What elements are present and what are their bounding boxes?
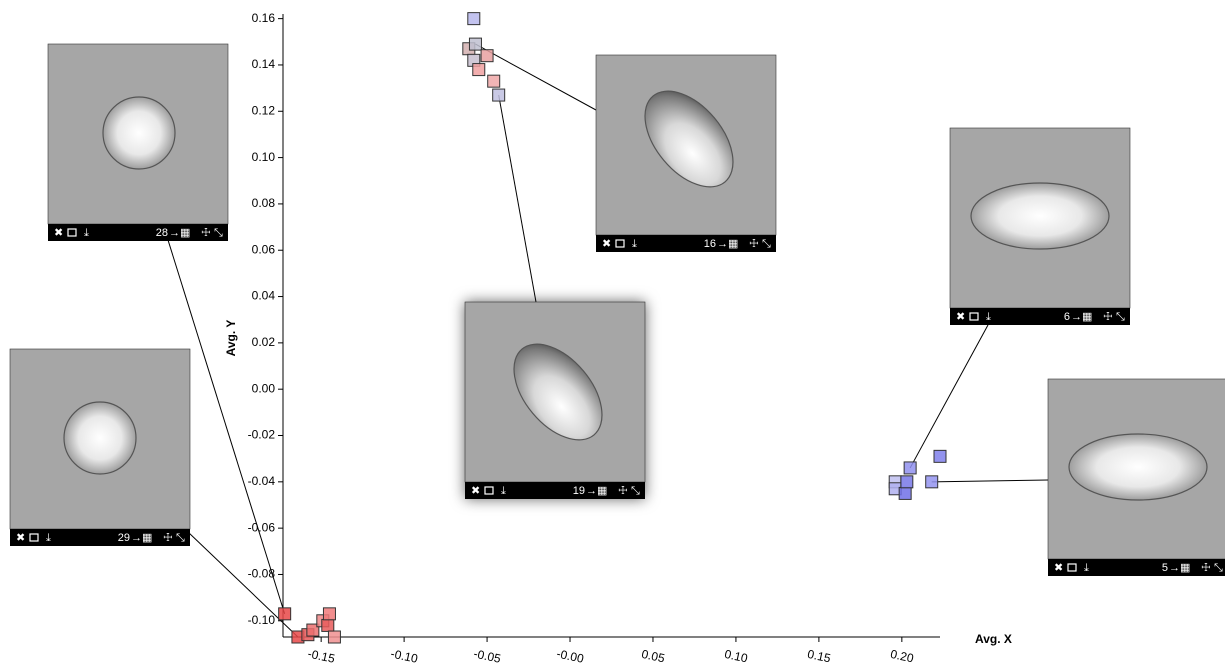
x-tick-label: 0.20	[889, 647, 915, 666]
close-icon[interactable]: ✖	[956, 311, 965, 323]
link-line	[188, 532, 298, 637]
download-icon[interactable]: ⤓	[986, 311, 991, 323]
x-tick-label: 0.10	[723, 647, 749, 666]
table-icon[interactable]: →▦	[586, 485, 607, 497]
close-icon[interactable]: ✖	[471, 485, 480, 497]
link-line	[932, 480, 1048, 482]
pin-icon[interactable]: ☩	[618, 485, 628, 497]
y-tick-label: 0.02	[252, 335, 276, 349]
resize-icon[interactable]: ⤡	[214, 227, 223, 239]
y-tick-label: 0.10	[252, 150, 276, 164]
thumbnail-popup[interactable]: ✖ ⤓ 16→▦ ☩⤡	[596, 55, 776, 252]
resize-icon[interactable]: ⤡	[1116, 311, 1125, 323]
y-tick-label: -0.10	[248, 613, 276, 627]
download-icon[interactable]: ⤓	[632, 238, 637, 250]
point[interactable]	[323, 608, 335, 620]
point[interactable]	[934, 450, 946, 462]
link-line	[499, 95, 536, 302]
item-count: 29	[118, 532, 130, 544]
thumbnail-popup[interactable]: ✖ ⤓ 5→▦ ☩⤡	[1048, 379, 1225, 576]
x-tick-label: 0.05	[640, 647, 666, 666]
x-tick-label: -0.10	[389, 646, 419, 665]
y-tick-label: 0.00	[252, 381, 276, 395]
point[interactable]	[901, 476, 913, 488]
point[interactable]	[322, 619, 334, 631]
y-tick-label: -0.02	[248, 428, 276, 442]
resize-icon[interactable]: ⤡	[631, 485, 640, 497]
shape-render	[64, 402, 136, 474]
chart: 0.16 0.14 0.12 0.10 0.08 0.06 0.04 0.02 0.00 -0.0…	[0, 0, 1225, 667]
y-tick-label: 0.12	[252, 103, 276, 117]
table-icon[interactable]: →▦	[1169, 562, 1190, 574]
x-axis-label: Avg. X	[975, 632, 1012, 646]
x-tick-label: -0.00	[555, 646, 585, 665]
popups: ✖⤓28→▦☩⤡✖⤓29→▦☩⤡✖⤓16→▦☩⤡✖⤓19→▦☩⤡✖⤓6→▦☩⤡✖…	[10, 44, 1225, 576]
page: {"chart_data": {"type": "scatter", "x_la…	[0, 0, 1225, 667]
download-icon[interactable]: ⤓	[501, 485, 506, 497]
table-icon[interactable]: →▦	[717, 238, 738, 250]
item-count: 5	[1162, 562, 1168, 574]
pin-icon[interactable]: ☩	[1103, 311, 1113, 323]
x-tick-label: -0.15	[306, 646, 336, 665]
point[interactable]	[328, 631, 340, 643]
x-tick-label: -0.05	[472, 646, 502, 665]
download-icon[interactable]: ⤓	[84, 227, 89, 239]
resize-icon[interactable]: ⤡	[176, 532, 185, 544]
thumbnail-popup[interactable]: ✖ ⤓ 6→▦ ☩⤡	[950, 128, 1130, 325]
shape-render	[1069, 434, 1207, 500]
point[interactable]	[926, 476, 938, 488]
close-icon[interactable]: ✖	[602, 238, 611, 250]
item-count: 16	[704, 238, 716, 250]
pin-icon[interactable]: ☩	[1201, 562, 1211, 574]
download-icon[interactable]: ⤓	[46, 532, 51, 544]
pin-icon[interactable]: ☩	[201, 227, 211, 239]
table-icon[interactable]: →▦	[131, 532, 152, 544]
shape-render	[103, 97, 175, 169]
thumbnail-popup[interactable]: ✖ ⤓ 29→▦ ☩⤡	[10, 349, 190, 546]
thumbnail-popup[interactable]: ✖ ⤓ 28→▦ ☩⤡	[48, 44, 228, 241]
point[interactable]	[468, 13, 480, 25]
y-tick-label: 0.14	[252, 57, 276, 71]
point[interactable]	[473, 64, 485, 76]
y-tick-label: 0.16	[252, 11, 276, 25]
resize-icon[interactable]: ⤡	[1214, 562, 1223, 574]
point[interactable]	[904, 462, 916, 474]
close-icon[interactable]: ✖	[1054, 562, 1063, 574]
link-line	[910, 325, 988, 468]
point[interactable]	[481, 50, 493, 62]
point[interactable]	[488, 75, 500, 87]
x-tick-label: 0.15	[806, 647, 832, 666]
toolbar	[1048, 559, 1225, 576]
item-count: 28	[156, 227, 168, 239]
close-icon[interactable]: ✖	[16, 532, 25, 544]
y-tick-label: -0.08	[248, 567, 276, 581]
y-tick-label: 0.08	[252, 196, 276, 210]
item-count: 6	[1064, 311, 1070, 323]
shape-render	[971, 183, 1109, 249]
pin-icon[interactable]: ☩	[163, 532, 173, 544]
table-icon[interactable]: →▦	[1071, 311, 1092, 323]
point[interactable]	[899, 487, 911, 499]
thumbnail-popup[interactable]: ✖ ⤓ 19→▦ ☩⤡	[465, 302, 645, 499]
close-icon[interactable]: ✖	[54, 227, 63, 239]
table-icon[interactable]: →▦	[169, 227, 190, 239]
resize-icon[interactable]: ⤡	[762, 238, 771, 250]
download-icon[interactable]: ⤓	[1084, 562, 1089, 574]
pin-icon[interactable]: ☩	[749, 238, 759, 250]
y-axis-label: Avg. Y	[224, 320, 238, 357]
point[interactable]	[279, 608, 291, 620]
y-tick-label: 0.06	[252, 242, 276, 256]
item-count: 19	[573, 485, 585, 497]
point[interactable]	[493, 89, 505, 101]
y-tick-label: -0.06	[248, 520, 276, 534]
y-tick-label: -0.04	[248, 474, 276, 488]
y-tick-label: 0.04	[252, 289, 276, 303]
point[interactable]	[469, 38, 481, 50]
